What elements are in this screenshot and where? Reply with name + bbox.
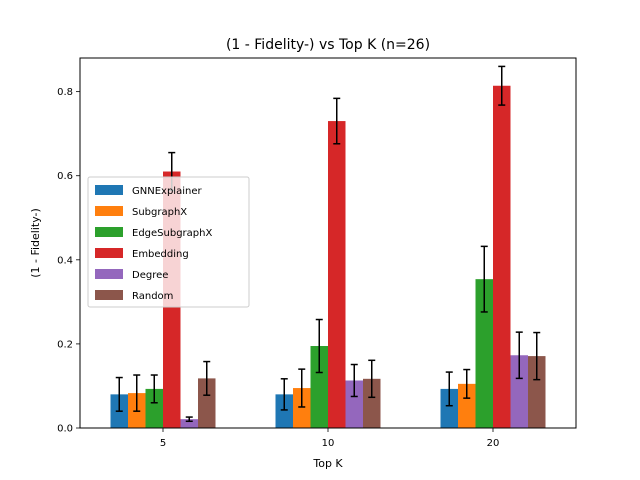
error-bar-random-5 <box>203 360 211 396</box>
legend-item-subgraphx: SubgraphX <box>95 206 187 218</box>
y-tick-label: 0.0 <box>57 424 73 435</box>
legend-swatch <box>95 248 123 258</box>
legend-swatch <box>95 269 123 279</box>
bar-degree-20 <box>510 355 528 428</box>
bar-degree-10 <box>345 380 363 428</box>
bar-random-10 <box>363 378 381 428</box>
legend-item-degree: Degree <box>95 269 168 281</box>
error-bar-subgraphx-5 <box>133 374 141 412</box>
error-bar-random-20 <box>533 331 541 381</box>
legend-item-random: Random <box>95 290 173 302</box>
y-axis: 0.0 0.2 0.4 0.6 0.8 <box>57 87 80 435</box>
bar-embedding-10 <box>328 121 346 428</box>
x-tick-label: 5 <box>160 438 166 449</box>
error-bar-degree-10 <box>350 363 358 398</box>
error-bar-edgesubgraphx-5 <box>150 374 158 404</box>
bar-gnnexplainer-20 <box>440 388 458 428</box>
error-bar-subgraphx-20 <box>463 368 471 399</box>
bar-gnnexplainer-10 <box>275 394 293 428</box>
x-tick-label: 20 <box>487 438 500 449</box>
legend: GNNExplainer SubgraphX EdgeSubgraphX Embedd… <box>87 176 250 308</box>
legend-swatch <box>95 206 123 216</box>
error-bar-degree-20 <box>515 331 523 380</box>
legend-label: GNNExplainer <box>132 186 202 197</box>
bar-subgraphx-20 <box>458 383 476 428</box>
legend-label: Random <box>132 291 173 302</box>
bar-subgraphx-10 <box>293 388 311 428</box>
bar-edgesubgraphx-20 <box>475 279 493 428</box>
legend-label: Embedding <box>132 249 189 260</box>
x-tick-label: 10 <box>322 438 335 449</box>
legend-label: SubgraphX <box>132 207 187 218</box>
y-axis-label: (1 - Fidelity-) <box>29 208 42 278</box>
legend-swatch <box>95 227 123 237</box>
error-bar-gnnexplainer-5 <box>115 376 123 412</box>
legend-item-embedding: Embedding <box>95 248 189 260</box>
error-bar-random-10 <box>368 359 376 399</box>
legend-swatch <box>95 290 123 300</box>
chart-title: (1 - Fidelity-) vs Top K (n=26) <box>226 37 430 53</box>
legend-item-edgesubgraphx: EdgeSubgraphX <box>95 227 212 239</box>
bar-edgesubgraphx-5 <box>145 388 163 428</box>
error-bar-edgesubgraphx-10 <box>315 318 323 374</box>
error-bar-embedding-10 <box>333 97 341 145</box>
bar-edgesubgraphx-10 <box>310 346 328 428</box>
error-bar-edgesubgraphx-20 <box>480 245 488 313</box>
x-axis: 5 10 20 <box>160 428 500 449</box>
y-tick-label: 0.2 <box>57 339 73 350</box>
legend-label: Degree <box>132 270 168 281</box>
y-tick-label: 0.4 <box>57 255 73 266</box>
legend-frame <box>87 176 250 308</box>
bar-random-5 <box>198 378 216 428</box>
bar-degree-5 <box>180 419 198 428</box>
error-bar-gnnexplainer-20 <box>445 371 453 407</box>
bar-random-20 <box>528 356 546 428</box>
error-bar-degree-5 <box>185 416 193 423</box>
error-bar-embedding-20 <box>498 65 506 106</box>
error-bar-subgraphx-10 <box>298 368 306 408</box>
error-bar-gnnexplainer-10 <box>280 378 288 411</box>
legend-label: EdgeSubgraphX <box>132 228 212 239</box>
x-axis-label: Top K <box>312 457 343 470</box>
y-tick-label: 0.8 <box>57 87 73 98</box>
legend-item-gnnexplainer: GNNExplainer <box>95 185 202 197</box>
legend-swatch <box>95 185 123 195</box>
bar-embedding-20 <box>493 85 511 428</box>
y-tick-label: 0.6 <box>57 171 73 182</box>
error-bars-group <box>115 65 541 423</box>
